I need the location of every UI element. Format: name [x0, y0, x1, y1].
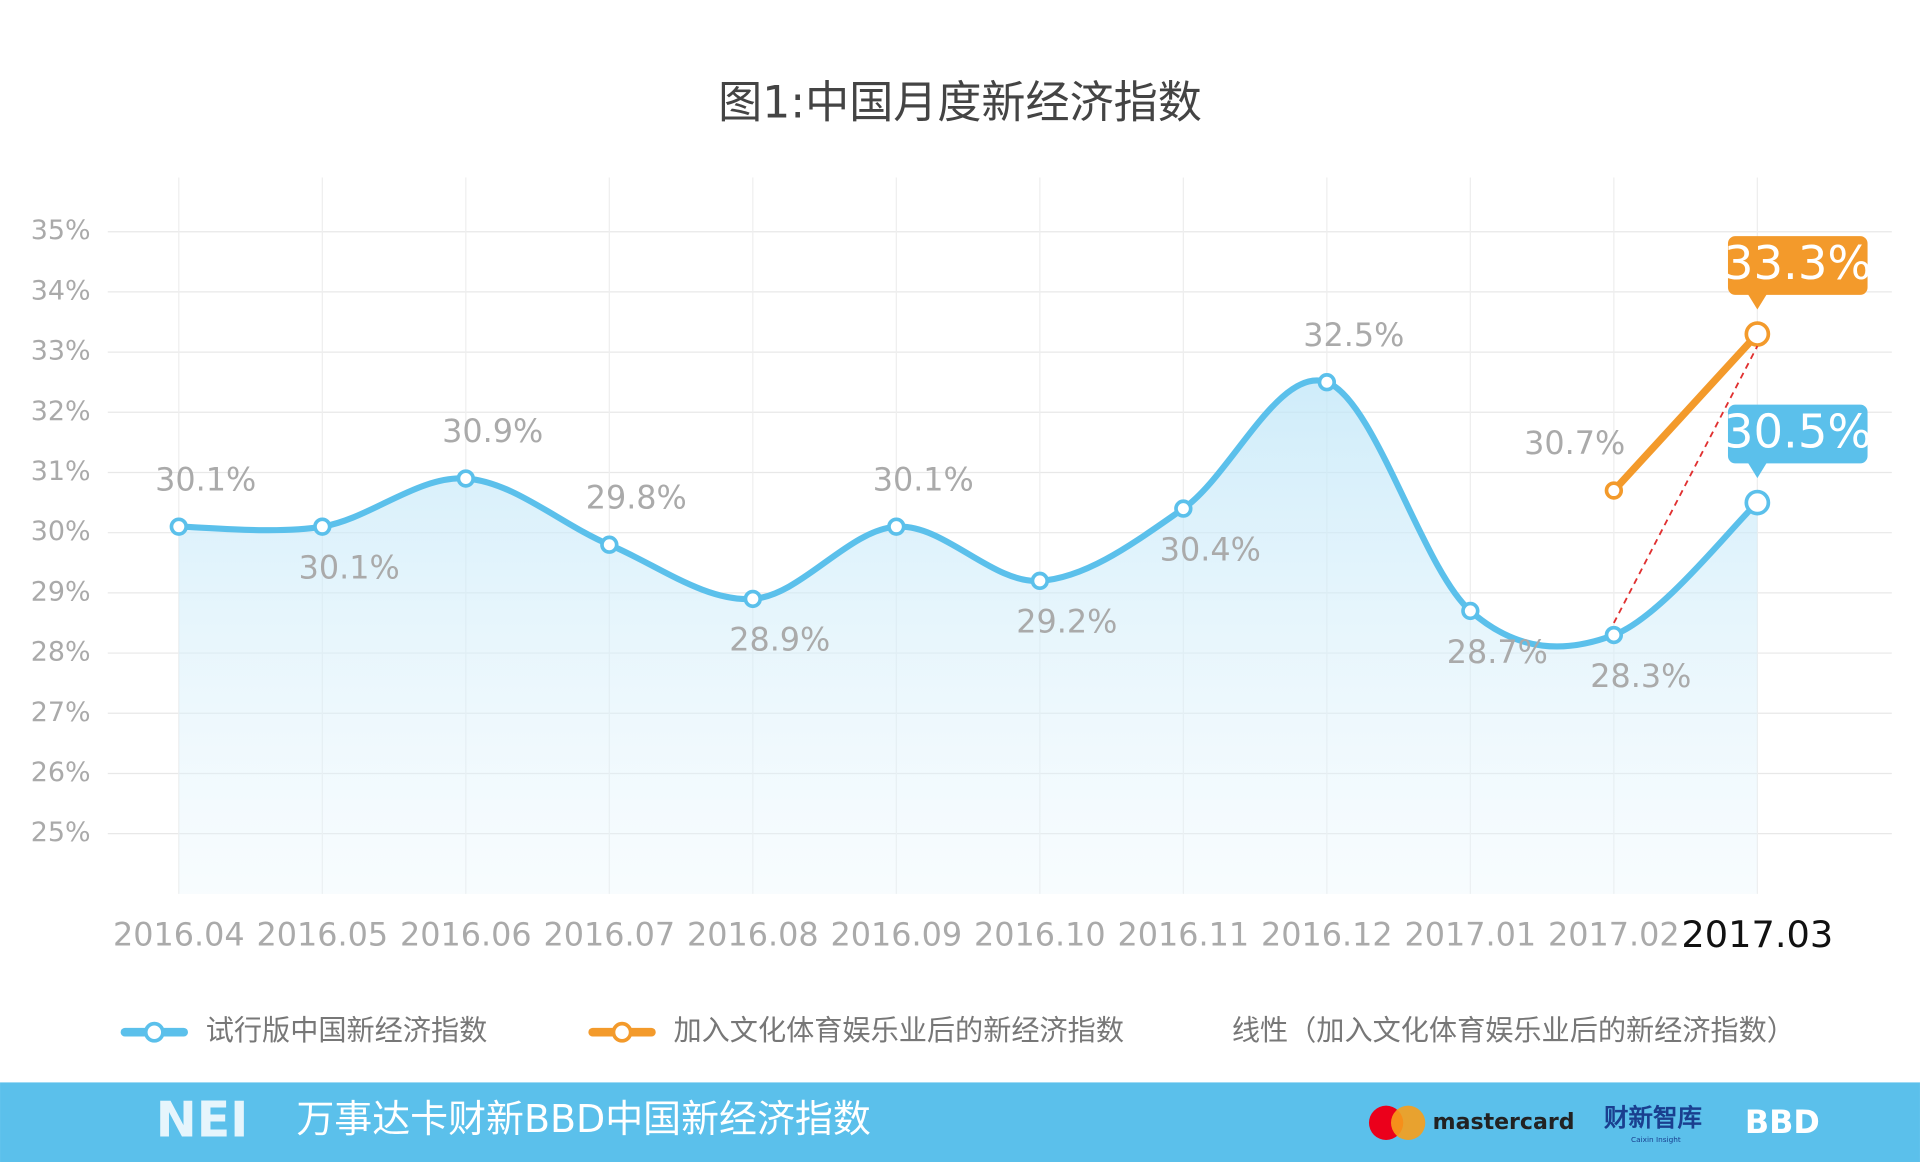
x-tick-label: 2016.12	[1261, 916, 1393, 954]
data-point	[1604, 625, 1624, 645]
y-tick-label: 35%	[31, 215, 91, 246]
data-point	[887, 517, 906, 536]
y-tick-label: 33%	[31, 336, 91, 367]
value-label: 30.5%	[1724, 405, 1872, 459]
value-label: 29.8%	[586, 478, 687, 516]
x-tick-label: 2016.10	[974, 916, 1106, 954]
y-tick-label: 31%	[31, 456, 91, 487]
brand-sub: Caixin Insight	[1631, 1135, 1681, 1144]
value-label: 28.9%	[729, 621, 830, 659]
value-label: 28.3%	[1590, 657, 1691, 695]
value-label: 30.1%	[873, 460, 974, 498]
legend-swatch	[611, 1021, 633, 1043]
brand: mastercard	[1433, 1110, 1575, 1135]
data-point	[1744, 321, 1771, 347]
data-point	[1461, 601, 1480, 621]
data-point	[456, 469, 475, 488]
value-label: 30.1%	[299, 549, 400, 587]
data-point	[169, 517, 188, 536]
data-point	[743, 589, 763, 609]
value-label: 30.9%	[442, 412, 543, 450]
brand: 财新智库	[1604, 1103, 1702, 1132]
value-label: 30.4%	[1160, 530, 1261, 568]
x-tick-label: 2016.11	[1118, 916, 1250, 954]
y-tick-label: 25%	[31, 817, 91, 848]
value-label: 32.5%	[1303, 316, 1404, 354]
footer-bar	[0, 1082, 1920, 1162]
footer-title: 万事达卡财新BBD中国新经济指数	[296, 1097, 870, 1141]
x-tick-label: 2016.05	[256, 916, 388, 954]
callout-tip	[1747, 293, 1768, 310]
value-label: 33.3%	[1724, 236, 1872, 290]
y-tick-label: 27%	[31, 697, 91, 728]
callout-box	[1727, 404, 1868, 464]
x-tick-label: 2016.07	[544, 916, 676, 954]
legend-label: 加入文化体育娱乐业后的新经济指数	[673, 1014, 1124, 1047]
footer-logo: NEI	[156, 1091, 249, 1148]
value-label: 30.7%	[1524, 424, 1625, 462]
value-label: 29.2%	[1016, 603, 1117, 641]
x-tick-label: 2017.01	[1405, 916, 1537, 954]
trend-line	[1613, 345, 1759, 624]
data-point	[313, 517, 332, 536]
y-tick-label: 28%	[31, 637, 91, 668]
series-line	[1610, 330, 1762, 495]
callout-tip	[1747, 462, 1768, 479]
x-tick-label: 2017.02	[1548, 916, 1680, 954]
value-label: 30.1%	[155, 460, 256, 498]
value-label: 28.7%	[1447, 633, 1548, 671]
data-point	[1030, 571, 1050, 591]
x-tick-label: 2016.08	[687, 916, 819, 954]
x-tick-label: 2016.04	[113, 916, 245, 954]
y-tick-label: 34%	[31, 275, 91, 306]
x-tick-label: 2016.06	[400, 916, 532, 954]
data-point	[1317, 373, 1337, 392]
legend-swatch	[143, 1021, 165, 1043]
y-tick-label: 26%	[31, 757, 91, 788]
legend-label: 试行版中国新经济指数	[206, 1014, 488, 1047]
legend-label: 线性（加入文化体育娱乐业后的新经济指数）	[1232, 1014, 1795, 1047]
y-tick-label: 30%	[31, 516, 91, 547]
callout-box	[1727, 236, 1868, 295]
x-tick-label: 2017.03	[1681, 913, 1833, 956]
mastercard-logo	[1391, 1105, 1426, 1140]
y-tick-label: 32%	[31, 396, 91, 427]
x-tick-label: 2016.09	[831, 916, 963, 954]
data-point	[1604, 481, 1624, 500]
data-point	[600, 535, 619, 554]
brand: BBD	[1745, 1103, 1820, 1141]
series-area	[178, 380, 1758, 894]
data-point	[1174, 499, 1193, 518]
y-tick-label: 29%	[31, 576, 91, 607]
chart-title: 图1:中国月度新经济指数	[718, 77, 1202, 128]
data-point	[1744, 489, 1771, 516]
